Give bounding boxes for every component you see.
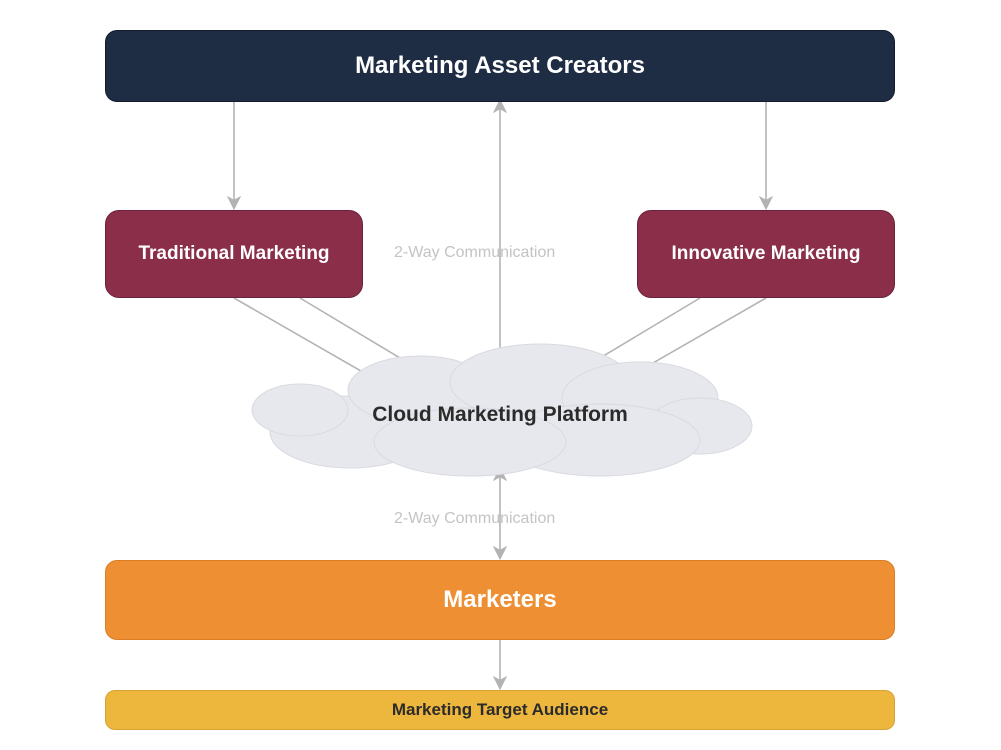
node-label: Marketing Asset Creators	[355, 52, 645, 80]
edge-label-2way-upper: 2-Way Communication	[394, 244, 555, 262]
node-label: Marketers	[443, 586, 556, 614]
node-traditional-marketing: Traditional Marketing	[105, 210, 363, 298]
edge-label-2way-lower: 2-Way Communication	[394, 510, 555, 528]
node-label: Innovative Marketing	[672, 243, 861, 265]
node-label: Marketing Target Audience	[392, 700, 608, 720]
node-marketers: Marketers	[105, 560, 895, 640]
node-label: Traditional Marketing	[138, 243, 329, 265]
diagram-canvas: Marketing Asset Creators Traditional Mar…	[0, 0, 1001, 750]
node-marketing-target-audience: Marketing Target Audience	[105, 690, 895, 730]
node-innovative-marketing: Innovative Marketing	[637, 210, 895, 298]
node-label: Cloud Marketing Platform	[372, 403, 628, 426]
node-marketing-asset-creators: Marketing Asset Creators	[105, 30, 895, 102]
node-cloud-platform-label: Cloud Marketing Platform	[340, 403, 660, 427]
edge-label-text: 2-Way Communication	[394, 510, 555, 527]
edge-label-text: 2-Way Communication	[394, 244, 555, 261]
